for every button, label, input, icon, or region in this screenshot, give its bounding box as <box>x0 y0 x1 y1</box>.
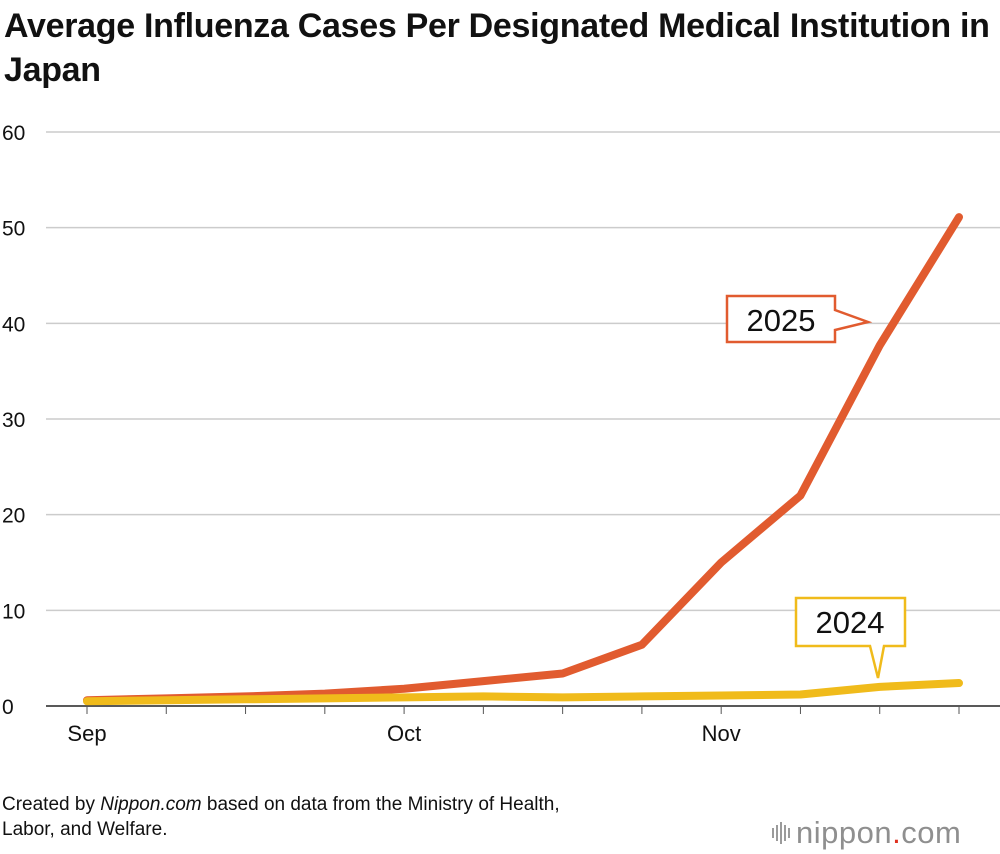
callouts: 2025 2024 <box>725 294 907 679</box>
line-chart: 0 10 20 30 40 50 60 Sep Oct Nov 2025 2024 <box>2 122 1000 746</box>
x-tick-label-nov: Nov <box>702 721 741 746</box>
callout-box-2024 <box>794 596 907 679</box>
callout-label-2025: 2025 <box>747 303 816 338</box>
x-axis: Sep Oct Nov <box>46 705 1000 746</box>
callout-box-2025 <box>725 294 873 344</box>
source-suffix: based on data from the Ministry of Healt… <box>201 794 560 815</box>
logo-name: nippon <box>796 815 893 850</box>
logo-dot: . <box>892 815 902 850</box>
logo-tld: com <box>901 815 962 850</box>
logo-bars-icon <box>772 822 790 844</box>
nippon-logo: nippon.com <box>772 815 961 851</box>
source-prefix: Created by <box>2 794 101 815</box>
x-tick-label-sep: Sep <box>67 721 106 746</box>
y-tick-label-10: 10 <box>2 600 25 623</box>
y-axis-ticks: 0 10 20 30 40 50 60 <box>2 122 25 719</box>
y-tick-label-60: 60 <box>2 122 25 145</box>
source-line2: Labor, and Welfare. <box>2 819 168 840</box>
y-tick-label-30: 30 <box>2 409 25 432</box>
callout-label-2024: 2024 <box>816 605 885 640</box>
gridlines <box>46 131 1000 612</box>
source-brand: Nippon.com <box>100 794 202 815</box>
series-line-2024 <box>83 679 963 706</box>
source-note: Created by Nippon.com based on data from… <box>2 792 560 842</box>
y-tick-label-40: 40 <box>2 313 25 336</box>
y-tick-label-0: 0 <box>2 696 14 719</box>
series-lines <box>83 213 963 706</box>
callout-2025: 2025 <box>725 294 873 344</box>
callout-2024: 2024 <box>794 596 907 679</box>
chart-title: Average Influenza Cases Per Designated M… <box>4 7 990 89</box>
x-tick-label-oct: Oct <box>387 721 421 746</box>
y-tick-label-20: 20 <box>2 505 25 528</box>
y-tick-label-50: 50 <box>2 218 25 241</box>
